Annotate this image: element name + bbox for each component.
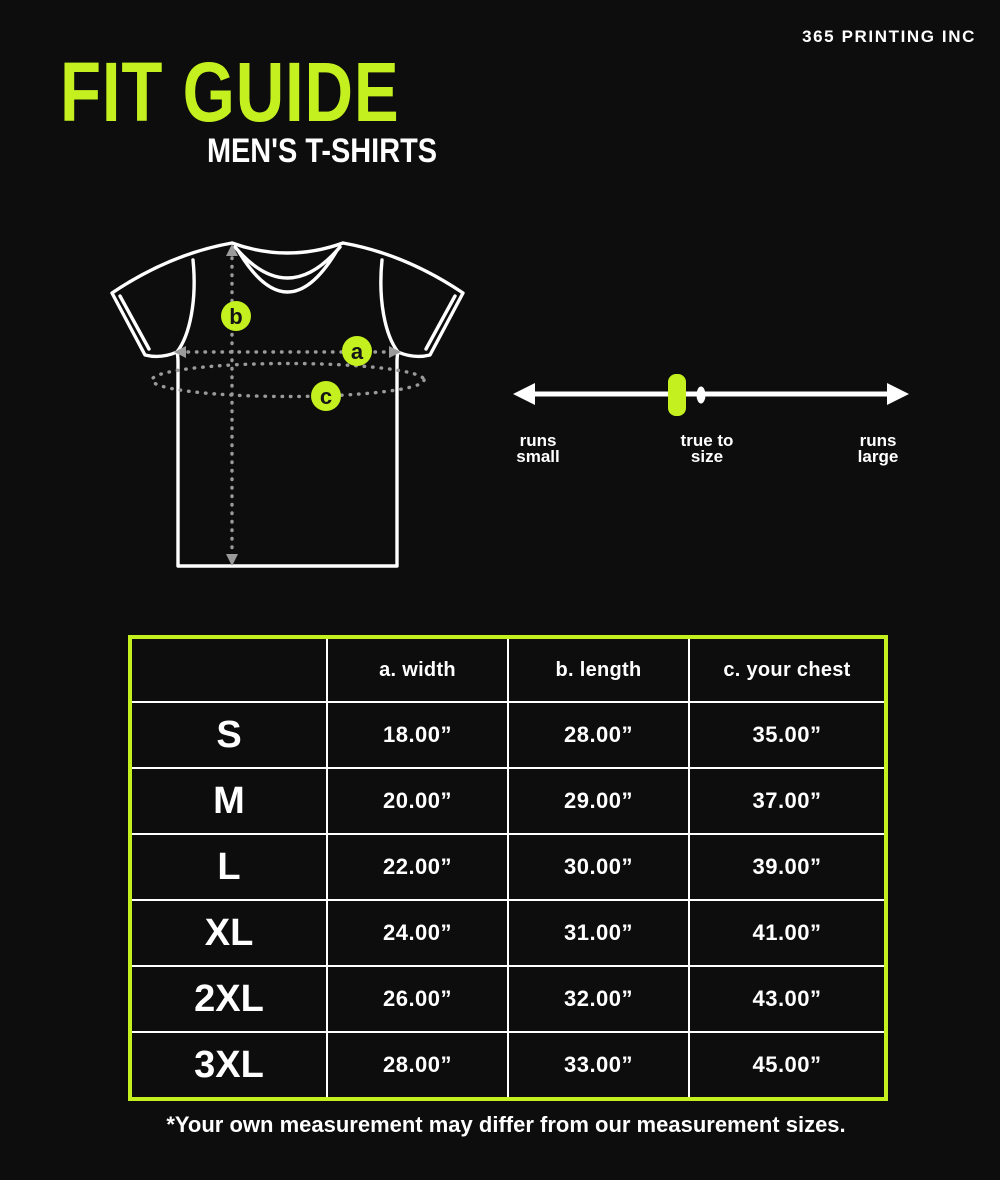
- fit-scale-marker: [668, 374, 686, 416]
- size-table-header-row: a. width b. length c. your chest: [129, 636, 887, 703]
- chest-value: 43.00”: [688, 965, 887, 1033]
- collar-band-inner: [237, 250, 338, 294]
- length-value: 30.00”: [507, 833, 690, 901]
- length-value: 31.00”: [507, 899, 690, 967]
- size-table: a. width b. length c. your chest S 18.00…: [128, 635, 888, 1101]
- page-title: FIT GUIDE: [60, 45, 400, 139]
- length-value: 29.00”: [507, 767, 690, 835]
- table-row: L 22.00” 30.00” 39.00”: [129, 833, 887, 901]
- chest-value: 45.00”: [688, 1031, 887, 1100]
- chest-measure-ellipse: [150, 361, 426, 399]
- fit-scale-dot: [696, 386, 706, 404]
- width-value: 22.00”: [326, 833, 509, 901]
- size-label: L: [129, 833, 328, 901]
- chest-value: 37.00”: [688, 767, 887, 835]
- length-value: 33.00”: [507, 1031, 690, 1100]
- size-label: 2XL: [129, 965, 328, 1033]
- fit-scale-left-arrow: [513, 383, 535, 405]
- fit-scale-label-runs-large: runs large: [857, 431, 899, 466]
- width-value: 20.00”: [326, 767, 509, 835]
- fit-scale-label-true-to-size: true to size: [680, 431, 734, 466]
- fit-scale-right-arrow: [887, 383, 909, 405]
- fit-scale: [513, 374, 909, 416]
- chest-marker-letter: c: [320, 384, 332, 409]
- page-subtitle: MEN'S T-SHIRTS: [206, 132, 437, 170]
- table-row: M 20.00” 29.00” 37.00”: [129, 767, 887, 835]
- chest-value: 41.00”: [688, 899, 887, 967]
- table-row: XL 24.00” 31.00” 41.00”: [129, 899, 887, 967]
- chest-value: 39.00”: [688, 833, 887, 901]
- brand-logo-text: 365 PRINTING INC: [802, 27, 976, 46]
- width-marker-circle: [342, 336, 372, 366]
- table-row: S 18.00” 28.00” 35.00”: [129, 701, 887, 769]
- header-width: a. width: [326, 636, 509, 703]
- tshirt-outline: [110, 241, 465, 568]
- width-value: 26.00”: [326, 965, 509, 1033]
- fit-scale-label-runs-small: runs small: [516, 431, 560, 466]
- header-length: b. length: [507, 636, 690, 703]
- width-marker-letter: a: [351, 339, 364, 364]
- length-marker-circle: [221, 301, 251, 331]
- table-row: 2XL 26.00” 32.00” 43.00”: [129, 965, 887, 1033]
- header-size: [129, 636, 328, 703]
- measurement-guides: [150, 256, 426, 554]
- measurement-disclaimer: *Your own measurement may differ from ou…: [166, 1112, 846, 1137]
- size-label: XL: [129, 899, 328, 967]
- table-row: 3XL 28.00” 33.00” 45.00”: [129, 1031, 887, 1100]
- size-label: S: [129, 701, 328, 769]
- length-value: 32.00”: [507, 965, 690, 1033]
- left-cuff-seam: [118, 294, 151, 351]
- collar-band-outer: [233, 245, 342, 280]
- length-value: 28.00”: [507, 701, 690, 769]
- right-cuff-seam: [424, 294, 457, 351]
- chest-marker-circle: [311, 381, 341, 411]
- tshirt-measurement-diagram: b a c: [110, 241, 465, 568]
- measure-markers: b a c: [221, 301, 372, 411]
- width-value: 24.00”: [326, 899, 509, 967]
- width-value: 28.00”: [326, 1031, 509, 1100]
- measure-arrowheads: [174, 244, 401, 566]
- width-value: 18.00”: [326, 701, 509, 769]
- chest-value: 35.00”: [688, 701, 887, 769]
- header-chest: c. your chest: [688, 636, 887, 703]
- length-marker-letter: b: [229, 304, 242, 329]
- left-armhole-seam: [175, 258, 196, 354]
- size-label: M: [129, 767, 328, 835]
- right-armhole-seam: [379, 258, 400, 354]
- size-label: 3XL: [129, 1031, 328, 1100]
